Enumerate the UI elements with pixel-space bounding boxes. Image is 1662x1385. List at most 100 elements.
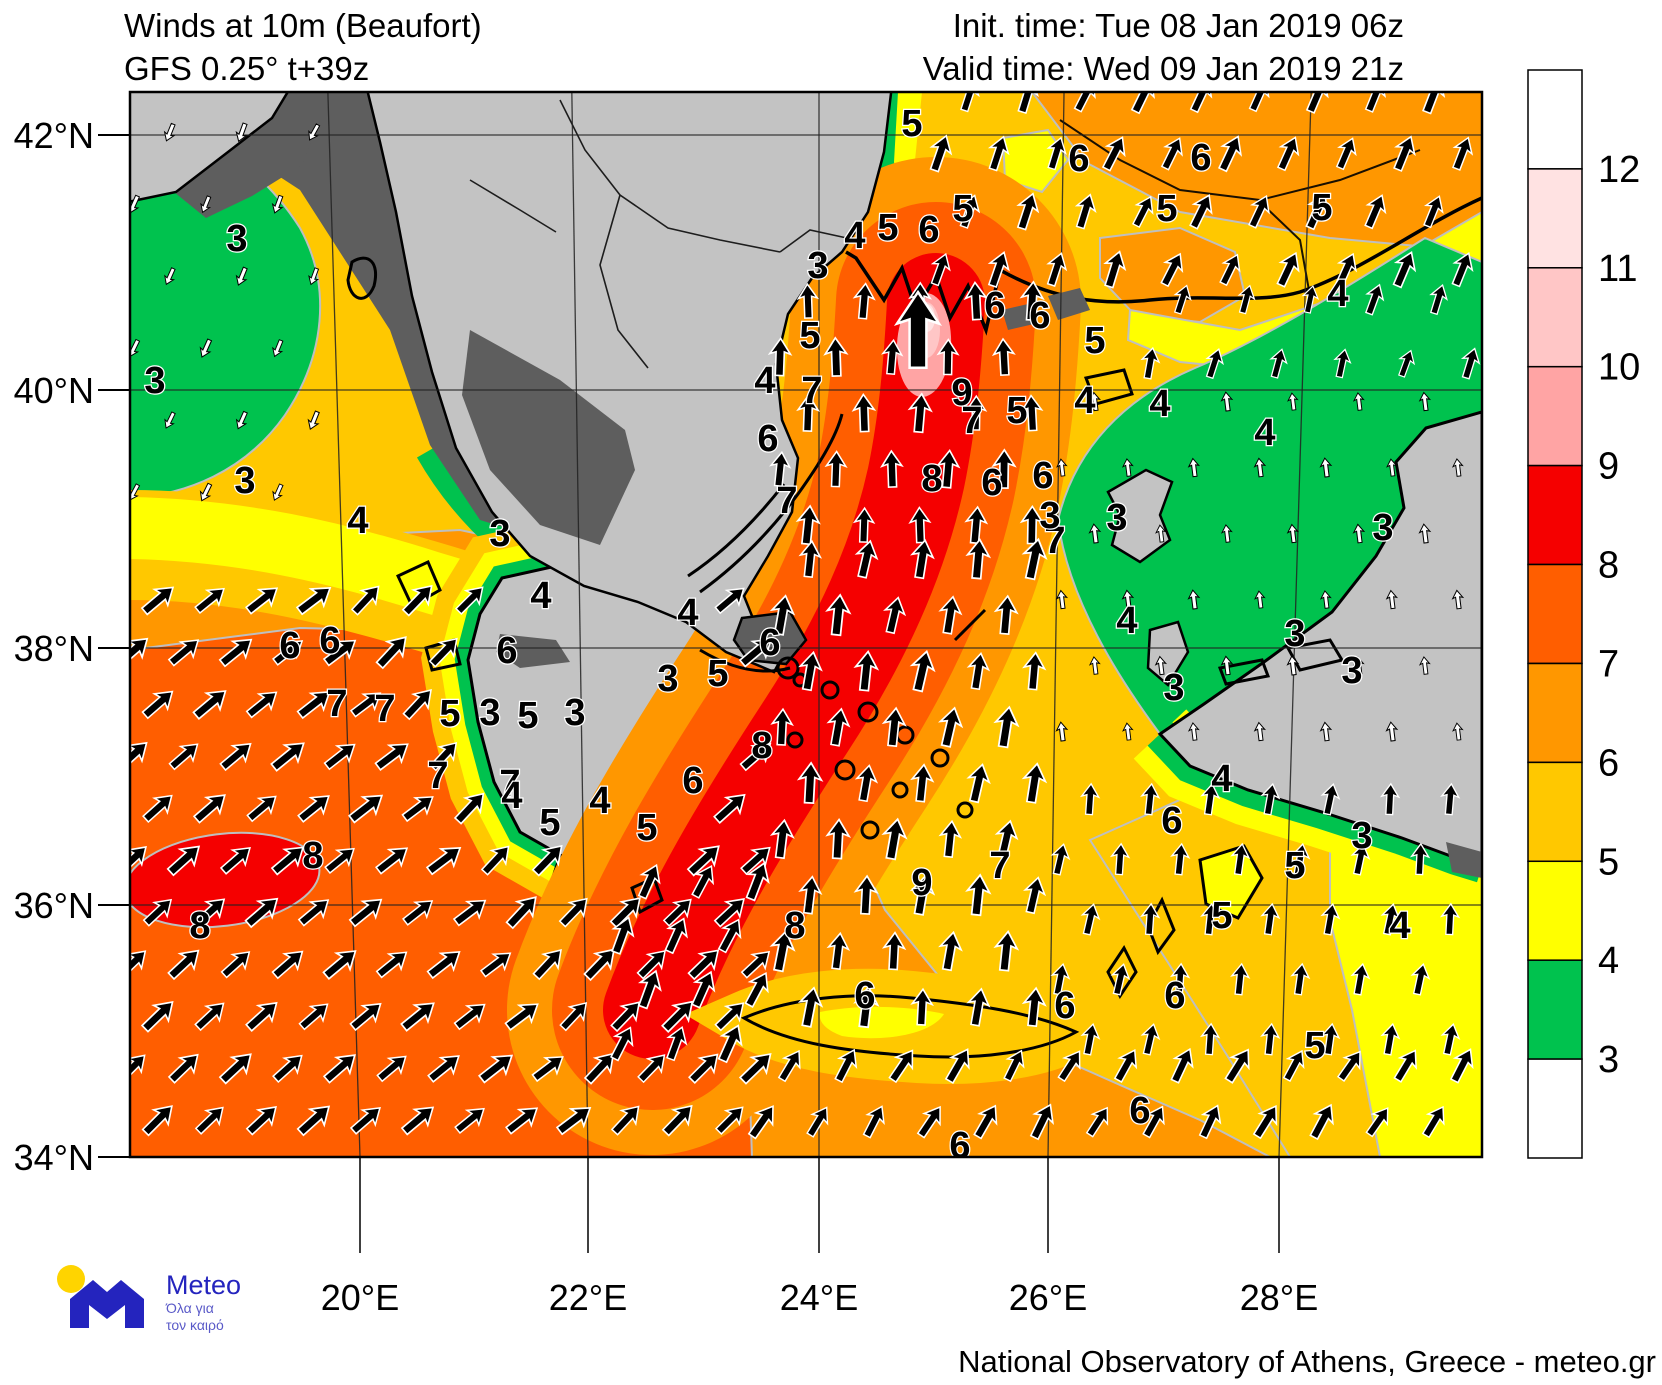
svg-text:7: 7 [1044, 520, 1065, 562]
svg-text:5: 5 [1156, 188, 1177, 230]
svg-text:4: 4 [1327, 273, 1348, 315]
logo-text: Meteo Όλα για τον καιρό [166, 1264, 241, 1334]
logo-m-icon [70, 1280, 144, 1328]
svg-text:4: 4 [1254, 412, 1275, 454]
svg-text:6: 6 [1032, 455, 1053, 497]
init-time: Init. time: Tue 08 Jan 2019 06z [952, 7, 1404, 44]
svg-text:8: 8 [1598, 545, 1619, 587]
beaufort-colorbar: 12 11 10 9 8 7 6 5 4 3 [1527, 69, 1640, 1159]
svg-text:4: 4 [1074, 380, 1095, 422]
svg-text:6: 6 [1598, 742, 1619, 784]
svg-text:3: 3 [1039, 495, 1060, 537]
svg-text:5: 5 [439, 693, 460, 735]
logo-sun-icon [57, 1265, 85, 1293]
svg-text:8: 8 [189, 905, 210, 947]
svg-text:9: 9 [1598, 446, 1619, 488]
svg-text:5: 5 [1211, 895, 1232, 937]
svg-text:4: 4 [1149, 383, 1170, 425]
svg-text:3: 3 [1284, 613, 1305, 655]
svg-text:6: 6 [319, 620, 340, 662]
svg-text:7: 7 [989, 845, 1010, 887]
svg-text:6: 6 [1129, 1090, 1150, 1132]
svg-text:3: 3 [489, 513, 510, 555]
svg-text:11: 11 [1598, 248, 1637, 290]
title-block: Winds at 10m (Beaufort) GFS 0.25° t+39z [124, 4, 482, 90]
svg-text:4: 4 [1116, 600, 1137, 642]
svg-text:5: 5 [1084, 320, 1105, 362]
svg-text:8: 8 [751, 725, 772, 767]
svg-text:4: 4 [754, 360, 775, 402]
svg-text:4: 4 [1211, 758, 1232, 800]
time-block: Init. time: Tue 08 Jan 2019 06z Valid ti… [923, 4, 1404, 90]
svg-text:7: 7 [374, 688, 395, 730]
svg-text:6: 6 [496, 630, 517, 672]
map-frame [128, 90, 1484, 1159]
svg-text:6: 6 [279, 625, 300, 667]
svg-text:5: 5 [799, 315, 820, 357]
svg-text:5: 5 [1006, 390, 1027, 432]
svg-text:3: 3 [1598, 1039, 1619, 1081]
svg-text:6: 6 [1190, 137, 1211, 179]
svg-text:5: 5 [517, 695, 538, 737]
svg-text:24°E: 24°E [780, 1277, 858, 1318]
map-title: Winds at 10m (Beaufort) [124, 7, 482, 44]
svg-text:42°N: 42°N [14, 115, 94, 156]
lat-axis: 42°N 40°N 38°N 36°N 34°N [14, 115, 130, 1178]
meteo-logo: Meteo Όλα για τον καιρό [56, 1264, 241, 1336]
svg-text:4: 4 [347, 500, 368, 542]
wind-arrows-layer [130, 92, 1481, 1141]
valid-time: Valid time: Wed 09 Jan 2019 21z [922, 50, 1404, 87]
svg-text:3: 3 [226, 218, 247, 260]
svg-text:4: 4 [530, 575, 551, 617]
svg-text:12: 12 [1598, 149, 1640, 191]
max-wind-arrow [893, 289, 943, 369]
svg-text:7: 7 [1598, 644, 1619, 686]
svg-text:5: 5 [1598, 841, 1619, 883]
svg-text:4: 4 [1389, 905, 1410, 947]
svg-text:3: 3 [144, 360, 165, 402]
svg-text:6: 6 [854, 975, 875, 1017]
svg-text:5: 5 [1284, 845, 1305, 887]
svg-text:28°E: 28°E [1240, 1277, 1318, 1318]
svg-text:40°N: 40°N [14, 370, 94, 411]
svg-text:10: 10 [1598, 347, 1640, 389]
svg-text:6: 6 [918, 209, 939, 251]
svg-text:7: 7 [961, 400, 982, 442]
svg-text:5: 5 [1311, 187, 1332, 229]
svg-text:20°E: 20°E [321, 1277, 399, 1318]
svg-text:9: 9 [911, 862, 932, 904]
svg-text:3: 3 [564, 692, 585, 734]
svg-text:7: 7 [427, 755, 448, 797]
svg-text:4: 4 [589, 780, 610, 822]
svg-text:3: 3 [1372, 507, 1393, 549]
svg-text:6: 6 [1068, 138, 1089, 180]
svg-text:3: 3 [1341, 650, 1362, 692]
svg-text:38°N: 38°N [14, 628, 94, 669]
lon-axis: 20°E 22°E 24°E 26°E 28°E [321, 1157, 1318, 1318]
svg-text:3: 3 [807, 245, 828, 287]
svg-text:7: 7 [801, 370, 822, 412]
svg-text:6: 6 [949, 1125, 970, 1167]
svg-text:4: 4 [844, 215, 865, 257]
svg-text:3: 3 [1351, 815, 1372, 857]
meteo-logo-mark [57, 1265, 144, 1328]
svg-text:4: 4 [1598, 940, 1619, 982]
svg-text:3: 3 [234, 460, 255, 502]
svg-text:3: 3 [1163, 667, 1184, 709]
svg-text:6: 6 [1054, 985, 1075, 1027]
svg-text:5: 5 [1304, 1025, 1325, 1067]
svg-text:34°N: 34°N [14, 1137, 94, 1178]
svg-text:6: 6 [757, 418, 778, 460]
svg-text:5: 5 [539, 802, 560, 844]
svg-text:6: 6 [984, 285, 1005, 327]
svg-text:6: 6 [981, 462, 1002, 504]
model-run-info: GFS 0.25° t+39z [124, 50, 370, 87]
svg-text:7: 7 [326, 683, 347, 725]
svg-text:7: 7 [499, 763, 520, 805]
svg-text:5: 5 [952, 188, 973, 230]
svg-text:3: 3 [479, 692, 500, 734]
svg-text:9: 9 [951, 372, 972, 414]
svg-text:6: 6 [759, 622, 780, 664]
